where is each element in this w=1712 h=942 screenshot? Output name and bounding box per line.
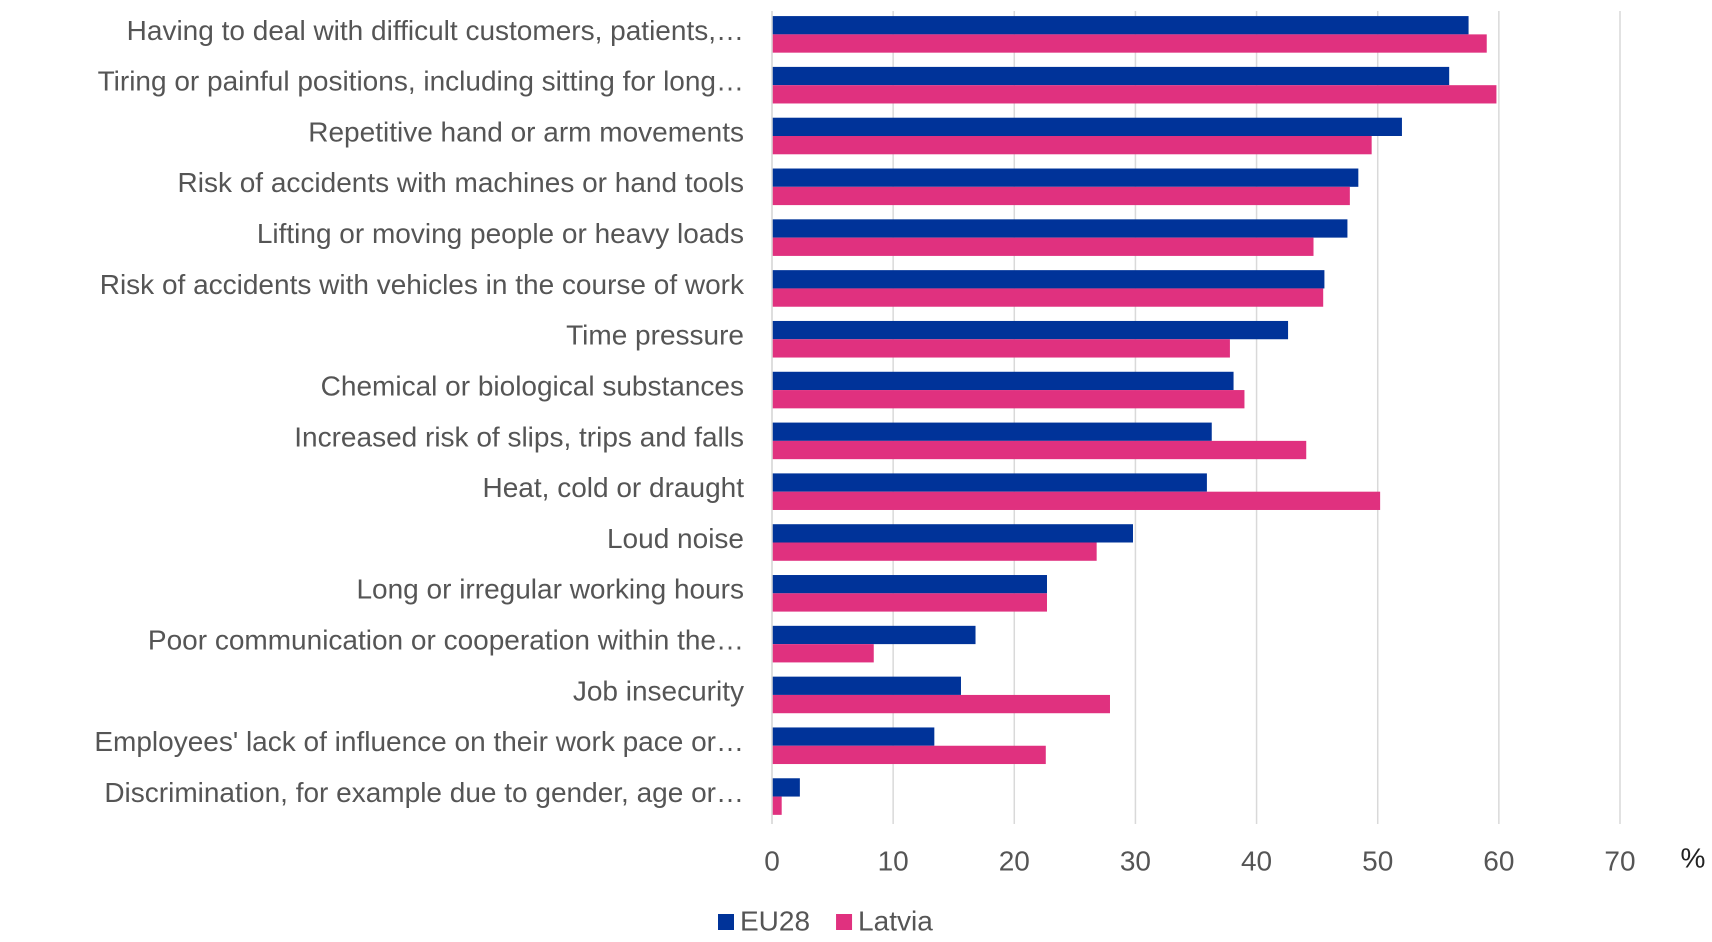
y-tick-label: Tiring or painful positions, including s… xyxy=(98,66,744,97)
bar xyxy=(772,676,961,695)
bar xyxy=(772,339,1230,358)
x-tick-label: 30 xyxy=(1120,845,1151,876)
y-tick-label: Heat, cold or draught xyxy=(483,472,745,503)
y-tick-label: Poor communication or cooperation within… xyxy=(148,625,744,656)
x-tick-label: 40 xyxy=(1241,845,1272,876)
bar xyxy=(772,575,1047,594)
bar xyxy=(772,186,1350,206)
bar xyxy=(772,168,1359,187)
y-tick-label: Loud noise xyxy=(607,523,744,554)
bar xyxy=(772,440,1307,460)
y-tick-label: Job insecurity xyxy=(573,675,744,706)
legend-swatch xyxy=(836,914,853,930)
bar xyxy=(772,16,1469,35)
bar xyxy=(772,34,1487,53)
bar xyxy=(772,694,1110,714)
y-tick-label: Long or irregular working hours xyxy=(356,574,744,605)
bar xyxy=(772,524,1134,543)
bar xyxy=(772,491,1381,510)
bar xyxy=(772,745,1046,765)
x-tick-label: 10 xyxy=(878,845,909,876)
bar xyxy=(772,117,1402,136)
x-tick-label: 70 xyxy=(1604,845,1635,876)
y-tick-label: Repetitive hand or arm movements xyxy=(308,116,744,147)
bar xyxy=(772,625,976,645)
y-tick-label: Discrimination, for example due to gende… xyxy=(104,777,744,808)
legend-label: EU28 xyxy=(740,905,810,936)
y-tick-label: Employees' lack of influence on their wo… xyxy=(94,726,744,757)
bar xyxy=(772,288,1324,307)
bar xyxy=(772,796,782,815)
bar xyxy=(772,644,874,663)
bar xyxy=(772,320,1289,340)
bar xyxy=(772,727,935,746)
bar xyxy=(772,270,1325,289)
x-tick-label: 60 xyxy=(1483,845,1514,876)
bar xyxy=(772,66,1450,86)
bar xyxy=(772,219,1348,238)
bar xyxy=(772,237,1314,256)
bar xyxy=(772,85,1497,104)
y-tick-label: Increased risk of slips, trips and falls xyxy=(294,421,744,452)
bar xyxy=(772,422,1212,441)
y-tick-label: Chemical or biological substances xyxy=(321,370,744,401)
bar xyxy=(772,542,1097,561)
x-tick-label: 20 xyxy=(999,845,1030,876)
y-tick-label: Risk of accidents with machines or hand … xyxy=(178,167,745,198)
bar xyxy=(772,593,1047,612)
y-tick-label: Time pressure xyxy=(566,320,744,351)
legend-label: Latvia xyxy=(858,905,933,936)
x-axis-label: % xyxy=(1681,842,1706,873)
legend-swatch xyxy=(718,914,734,930)
x-tick-label: 50 xyxy=(1362,845,1393,876)
bar xyxy=(772,135,1372,155)
y-tick-label: Risk of accidents with vehicles in the c… xyxy=(100,269,745,300)
bar xyxy=(772,390,1245,409)
y-tick-label: Lifting or moving people or heavy loads xyxy=(257,218,744,249)
y-tick-label: Having to deal with difficult customers,… xyxy=(127,15,744,46)
bar xyxy=(772,371,1234,391)
x-tick-label: 0 xyxy=(764,845,780,876)
bar xyxy=(772,473,1207,492)
bar xyxy=(772,778,800,797)
